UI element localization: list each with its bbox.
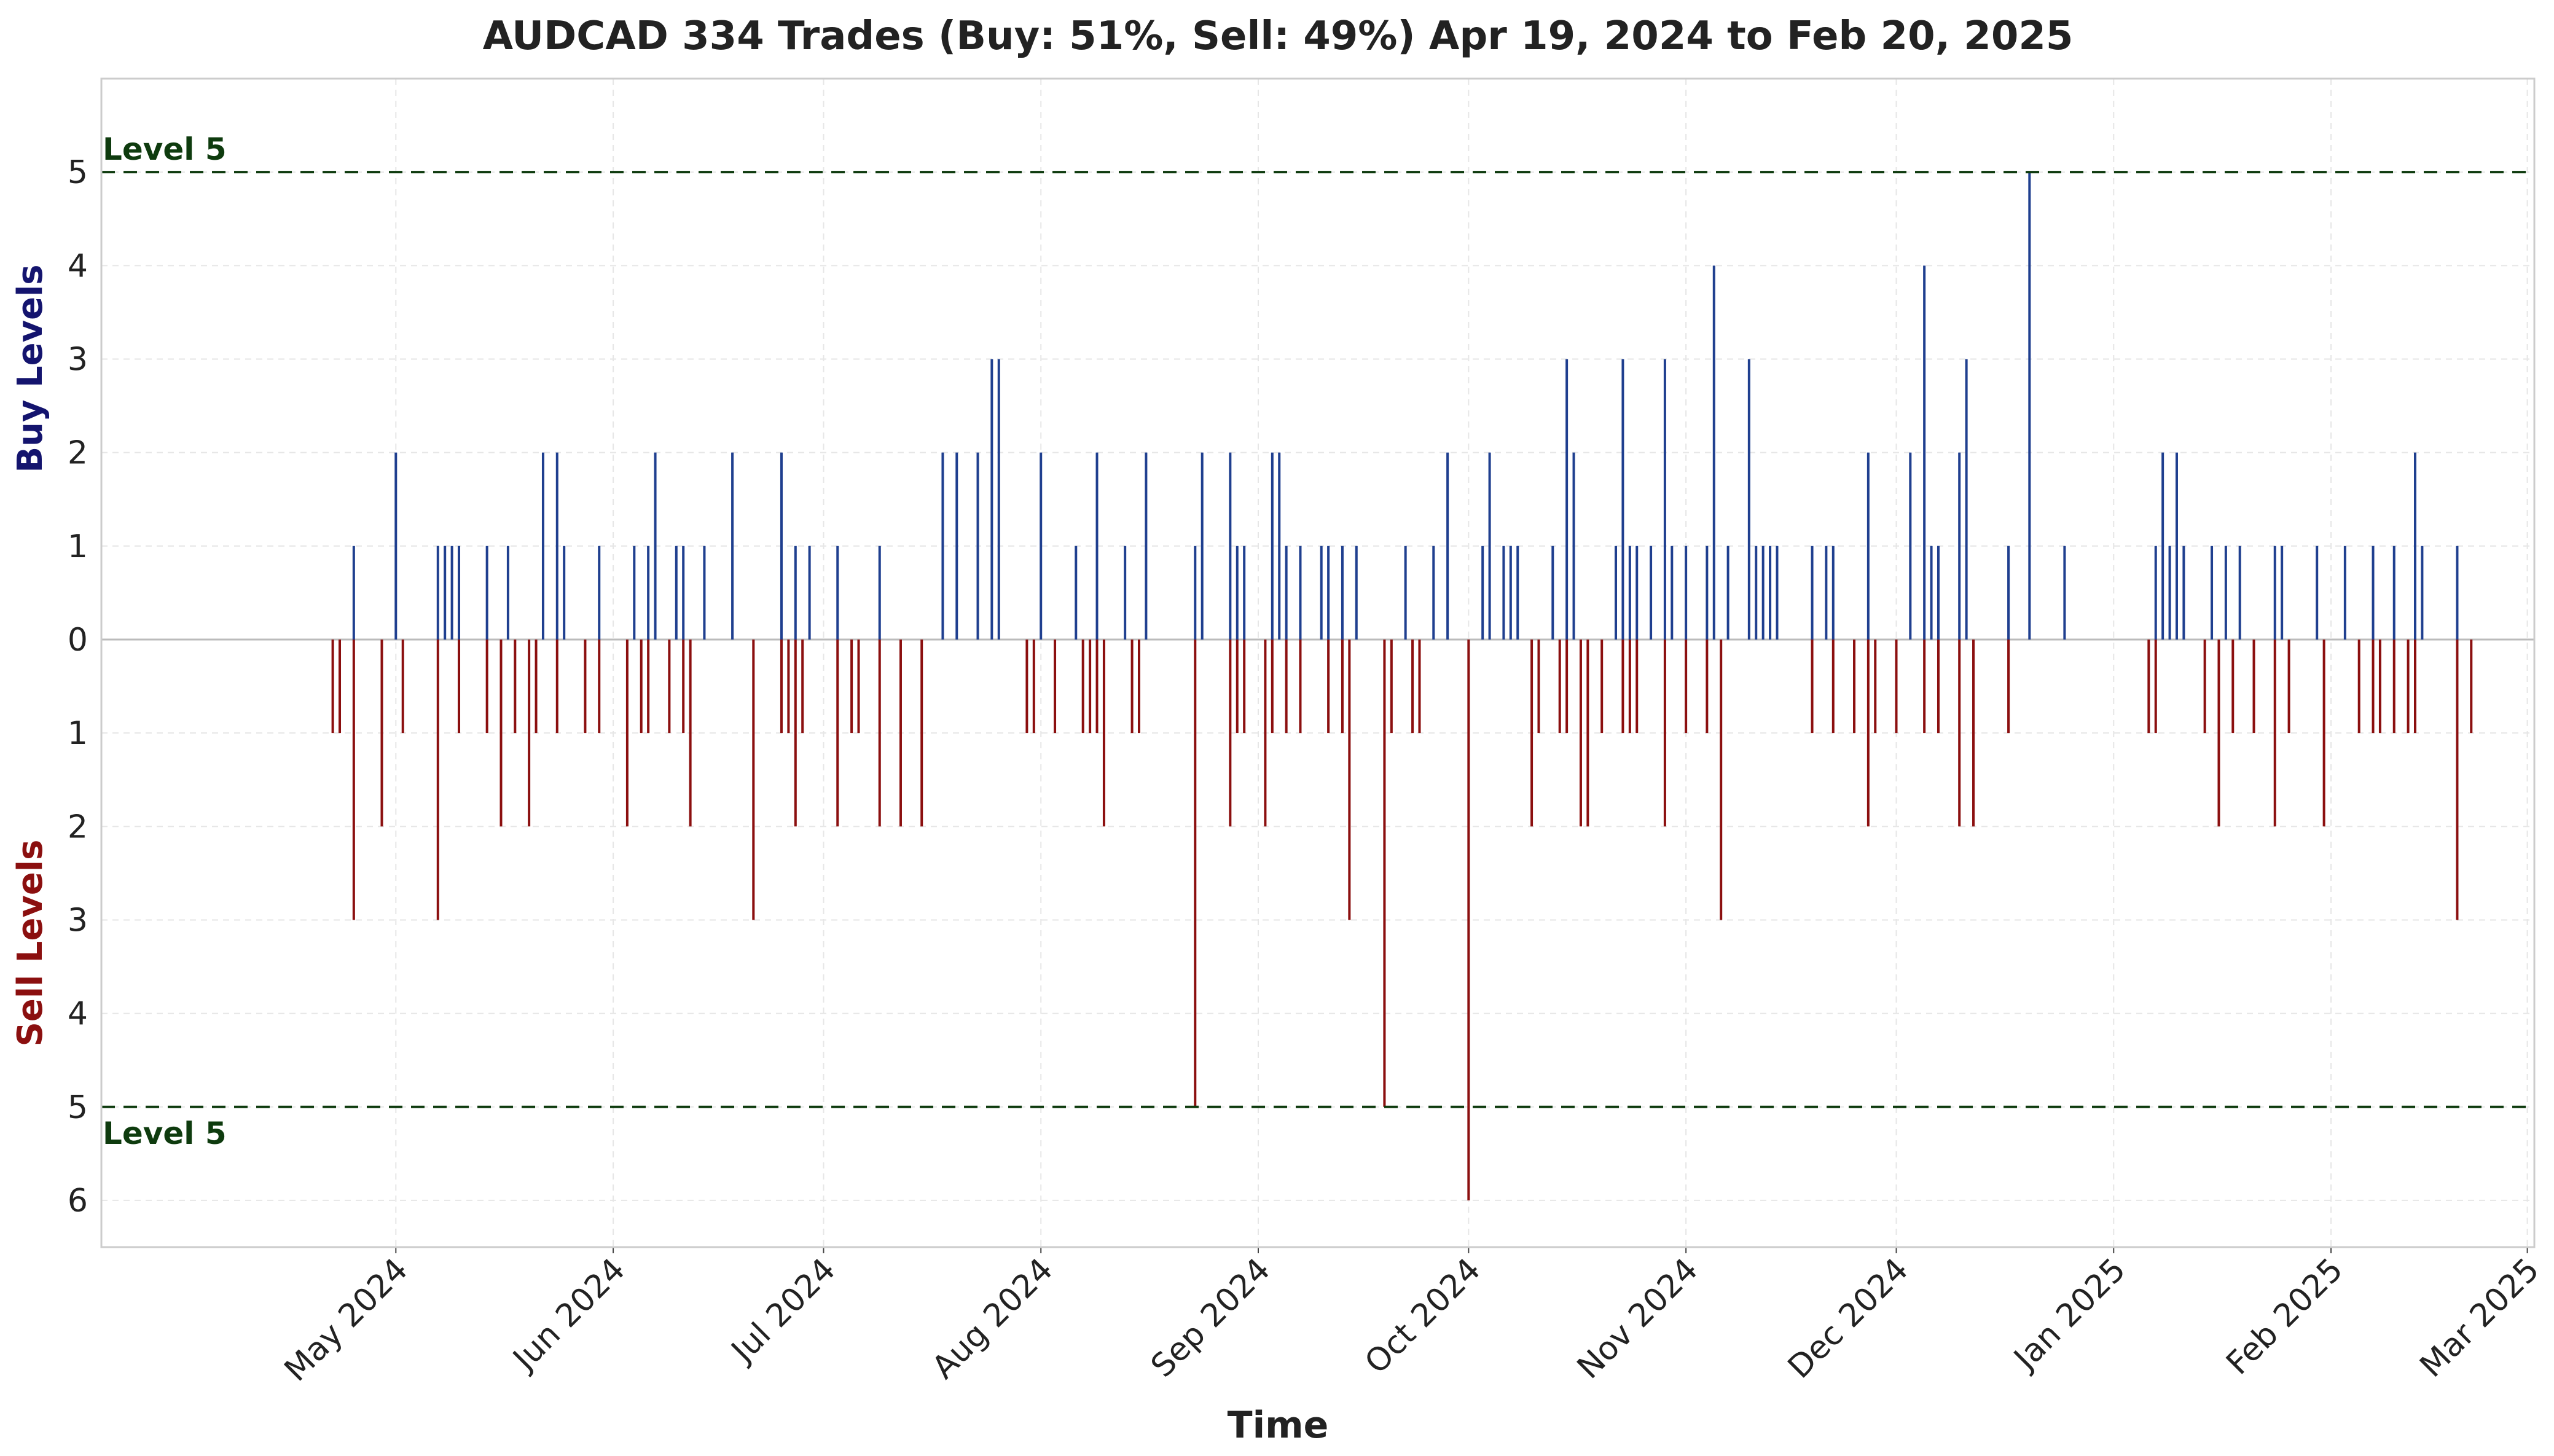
y-tick-label: 3 (68, 902, 88, 939)
reference-lines: Level 5 Level 5 (101, 131, 2534, 1151)
chart-title: AUDCAD 334 Trades (Buy: 51%, Sell: 49%) … (483, 14, 2074, 59)
y-tick-label: 2 (68, 808, 88, 845)
y-tick-label: 1 (68, 715, 88, 752)
y-tick-label: 0 (68, 622, 88, 659)
buy-levels-axis-title: Buy Levels (10, 264, 50, 472)
y-tick-label: 5 (68, 154, 88, 191)
y-tick-label: 6 (68, 1183, 88, 1219)
sell-levels-axis-title: Sell Levels (10, 840, 50, 1047)
y-tick-label: 3 (68, 341, 88, 378)
bars-layer (331, 172, 2473, 1200)
level-reference-label: Level 5 (103, 131, 227, 167)
y-tick-label: 5 (68, 1089, 88, 1126)
y-tick-label: 4 (68, 248, 88, 284)
level-reference-label: Level 5 (103, 1116, 227, 1151)
plot-frame (100, 77, 2536, 1248)
x-axis-title: Time (1228, 1404, 1329, 1447)
y-tick-label: 2 (68, 435, 88, 472)
y-tick-label: 4 (68, 996, 88, 1033)
y-tick-label: 1 (68, 528, 88, 565)
